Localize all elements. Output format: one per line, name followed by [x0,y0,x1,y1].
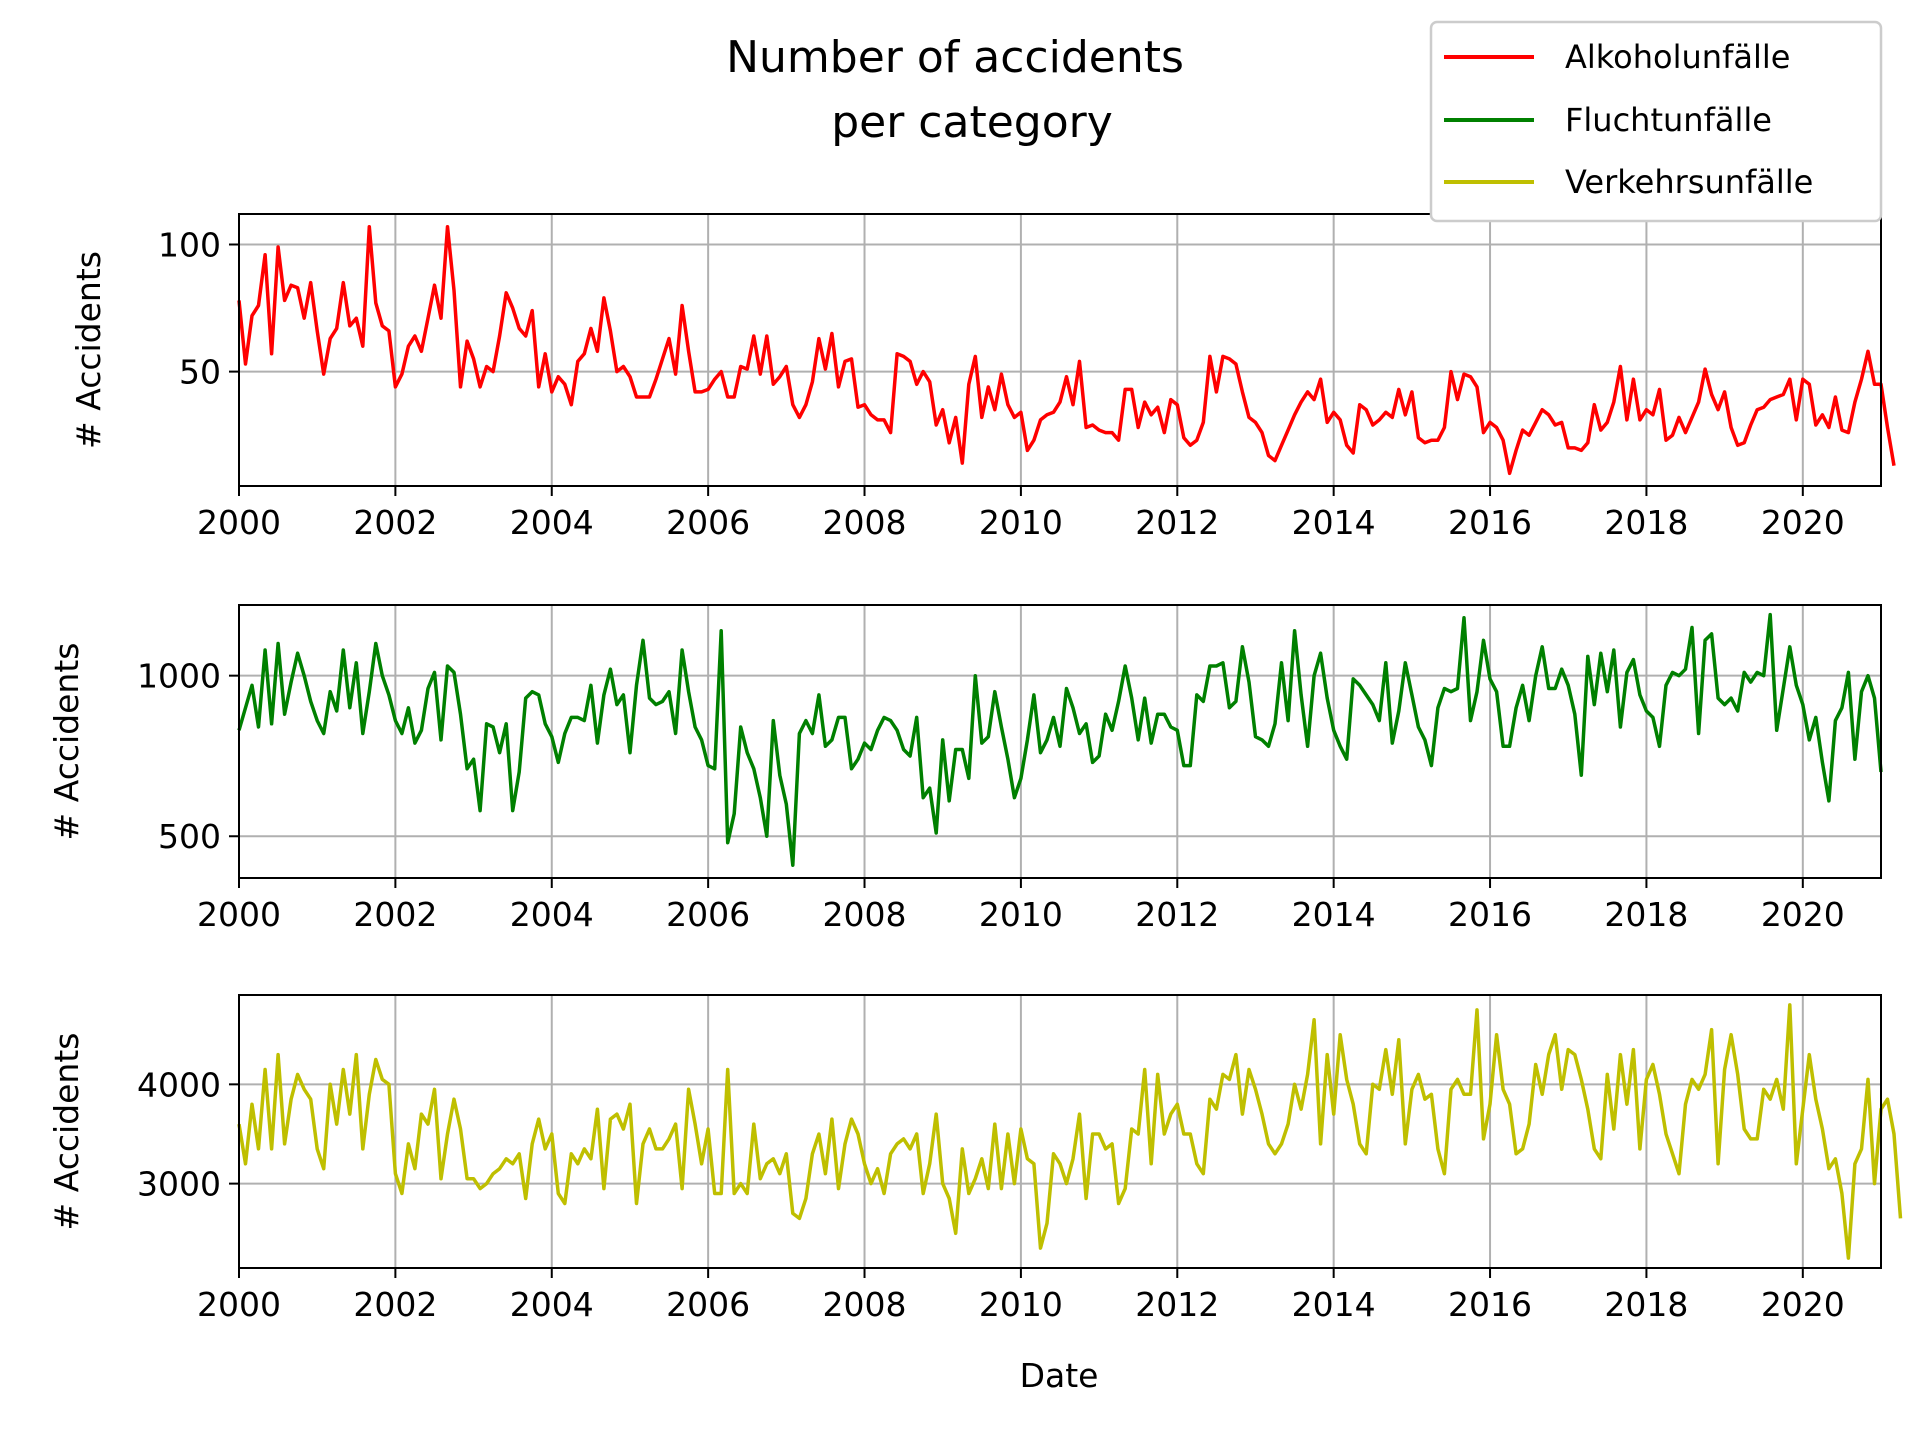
x-tick-label: 2004 [510,1285,594,1324]
chart-title: Number of accidents per category [726,32,1198,148]
x-tick-label: 2018 [1604,895,1688,934]
x-tick-label: 2000 [197,503,281,542]
x-tick-label: 2004 [510,895,594,934]
x-tick-label: 2008 [823,503,907,542]
x-axis-label: Date [1020,1356,1099,1395]
y-tick-label: 4000 [137,1065,221,1104]
series-line [237,612,1883,867]
y-tick-label: 3000 [137,1165,221,1204]
x-tick-label: 2016 [1448,1285,1532,1324]
panel-verkehrsunfaelle: 2000 2002 2004 2006 2008 2010 2012 2014 2016 2018… [47,994,1903,1324]
x-tick-label: 2002 [353,895,437,934]
x-tick-label: 2016 [1448,503,1532,542]
x-tick-label: 2004 [510,503,594,542]
x-tick-label: 2000 [197,1285,281,1324]
y-tick-label: 1000 [137,657,221,696]
x-tick-label: 2014 [1292,503,1376,542]
x-tick-label: 2002 [353,1285,437,1324]
legend: Alkoholunfälle Fluchtunfälle Verkehrsunf… [1429,20,1883,223]
x-tick-label: 2006 [666,1285,750,1324]
x-tick-label: 2012 [1135,503,1219,542]
x-tick-label: 2014 [1292,1285,1376,1324]
y-axis-label: # Accidents [69,251,108,449]
x-tick-label: 2018 [1604,503,1688,542]
series-line [237,1003,1903,1260]
x-tick-label: 2002 [353,503,437,542]
x-tick-label: 2012 [1135,895,1219,934]
plot-frame [238,213,1882,487]
x-tick-label: 2014 [1292,895,1376,934]
y-axis-label: # Accidents [47,1033,86,1231]
y-tick-label: 100 [158,226,221,265]
x-tick-label: 2006 [666,895,750,934]
y-tick-label: 500 [158,817,221,856]
x-tick-label: 2008 [823,895,907,934]
x-tick-label: 2000 [197,895,281,934]
series-line [237,224,1896,476]
x-tick-label: 2016 [1448,895,1532,934]
plot-frame [238,604,1882,879]
chart-title-line: per category [831,97,1113,148]
x-tick-label: 2012 [1135,1285,1219,1324]
x-tick-label: 2020 [1761,1285,1845,1324]
legend-label-alkoholunfaelle: Alkoholunfälle [1565,38,1790,76]
y-tick-label: 50 [179,353,221,392]
x-tick-label: 2006 [666,503,750,542]
y-axis-label: # Accidents [47,643,86,841]
legend-label-fluchtunfaelle: Fluchtunfälle [1565,101,1772,139]
x-tick-label: 2010 [979,1285,1063,1324]
x-tick-label: 2008 [823,1285,907,1324]
chart-title-line: Number of accidents [726,32,1184,83]
plot-frame [238,994,1882,1269]
x-tick-label: 2010 [979,895,1063,934]
panel-alkoholunfaelle: 2000 2002 2004 2006 2008 2010 2012 2014 2016 2018… [69,213,1896,542]
panel-fluchtunfaelle: 2000 2002 2004 2006 2008 2010 2012 2014 2016 2018… [47,604,1883,934]
legend-box [1429,20,1883,223]
x-tick-label: 2010 [979,503,1063,542]
legend-label-verkehrsunfaelle: Verkehrsunfälle [1565,163,1813,201]
x-tick-label: 2020 [1761,503,1845,542]
x-tick-label: 2020 [1761,895,1845,934]
x-tick-label: 2018 [1604,1285,1688,1324]
